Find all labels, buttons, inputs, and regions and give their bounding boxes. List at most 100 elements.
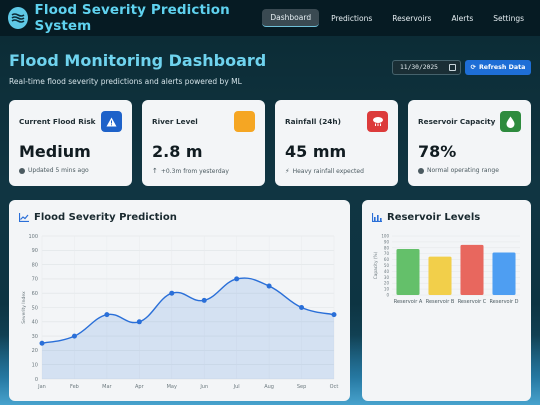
series-line [41,277,335,344]
y-tick-label: 10 [384,287,390,292]
reservoir-chart-panel: Reservoir Levels 0 10 20 30 40 50 60 70 80 90 100 C… [362,200,531,401]
x-tick-label: Reservoir D [490,299,519,305]
app-title: Flood Severity Prediction System [34,2,230,34]
stat-card-reservoir-capacity: Reservoir Capacity 78% Normal operating … [408,100,531,186]
x-tick-label: May [167,384,177,390]
x-tick-label: Aug [264,384,274,390]
chart-title: Flood Severity Prediction [34,212,177,223]
page-subtitle: Real-time flood severity predictions and… [9,77,242,86]
severity-chart-panel: Flood Severity Prediction 0 10 20 30 40 50 60 7… [9,200,350,401]
nav-tab-settings[interactable]: Settings [493,13,524,23]
date-value: 11/30/2025 [400,64,438,71]
bar [428,256,452,295]
stat-label: Reservoir Capacity [418,117,496,126]
y-tick-label: 90 [384,239,390,244]
stat-note-text: Heavy rainfall expected [292,167,364,175]
refresh-label: Refresh Data [478,64,526,71]
nav-tab-dashboard[interactable]: Dashboard [262,9,320,27]
main-nav: Dashboard Predictions Reservoirs Alerts … [262,9,532,27]
y-tick-label: 60 [384,257,390,262]
data-point [201,297,207,303]
stat-note-text: Updated 5 mins ago [28,167,89,174]
panel-title: Reservoir Levels [372,212,480,223]
data-point [169,290,175,296]
y-tick-label: 0 [386,293,389,298]
data-point [331,312,337,318]
bar [460,244,484,295]
stat-note-text: +0.3m from yesterday [160,167,229,175]
nav-tab-reservoirs[interactable]: Reservoirs [392,13,432,23]
arrow-up-icon: ↑ [152,167,158,175]
data-point [136,319,142,325]
data-point [71,333,77,339]
clock-icon [19,167,25,174]
panel-title: Flood Severity Prediction [19,212,177,223]
water-waves-logo-icon [8,7,28,29]
date-picker-input[interactable]: 11/30/2025 [392,60,461,75]
stat-note: Normal operating range [418,167,499,174]
stat-label: River Level [152,117,198,126]
refresh-data-button[interactable]: ⟳ Refresh Data [465,60,531,75]
x-tick-label: Jul [233,384,240,390]
y-tick-label: 50 [384,263,390,268]
check-circle-icon [418,167,424,174]
chart-title: Reservoir Levels [387,212,481,223]
stat-value: 2.8 m [152,142,203,161]
y-tick-label: 70 [32,277,38,283]
y-tick-label: 50 [32,305,38,311]
y-tick-label: 70 [384,251,390,256]
bar-chart-icon [372,213,382,222]
calendar-icon[interactable] [449,64,456,71]
stat-card-rainfall: Rainfall (24h) 45 mm ⚡ Heavy rainfall ex… [275,100,398,186]
x-tick-label: Reservoir C [458,299,487,305]
x-tick-label: Reservoir A [394,299,423,305]
x-tick-label: Apr [135,384,145,390]
stat-note: Updated 5 mins ago [19,167,89,174]
y-tick-label: 10 [32,363,38,369]
y-tick-label: 100 [28,234,38,240]
stat-card-flood-risk: Current Flood Risk Medium Updated 5 mins… [9,100,132,186]
y-tick-label: 60 [32,291,38,297]
top-navigation-bar: Flood Severity Prediction System Dashboa… [0,0,540,36]
rain-cloud-icon [367,111,388,132]
data-point [39,340,45,346]
x-tick-label: Reservoir B [426,299,455,305]
nav-tab-predictions[interactable]: Predictions [331,13,373,23]
droplet-icon [500,111,521,132]
data-point [234,276,240,282]
y-tick-label: 40 [32,320,38,326]
line-chart-icon [19,213,29,222]
x-tick-label: Jun [199,384,208,390]
bar [396,248,420,295]
x-tick-label: Feb [70,384,79,390]
bar [492,252,516,295]
y-tick-label: 20 [32,348,38,354]
y-tick-label: 80 [32,262,38,268]
y-axis-label: Severity Index [21,291,27,324]
x-tick-label: Sep [297,384,306,390]
severity-line-chart: 0 10 20 30 40 50 60 70 80 90 100 Jan Feb Mar Apr May Jun… [21,234,339,390]
series-area [42,277,334,379]
stat-note-text: Normal operating range [427,167,499,174]
y-tick-label: 40 [384,269,390,274]
stat-label: Current Flood Risk [19,117,96,126]
y-tick-label: 20 [384,281,390,286]
y-axis-label: Capacity (%) [373,251,379,279]
stat-note: ↑ +0.3m from yesterday [152,167,229,175]
lightning-icon: ⚡ [285,167,290,175]
y-tick-label: 100 [381,234,389,239]
data-point [299,305,305,310]
x-tick-label: Mar [102,384,112,390]
data-point [266,283,272,289]
x-tick-label: Oct [330,384,339,390]
refresh-icon: ⟳ [470,64,476,71]
nav-tab-alerts[interactable]: Alerts [451,13,474,23]
warning-icon [101,111,122,132]
y-tick-label: 30 [32,334,38,340]
data-point [104,312,110,318]
stat-label: Rainfall (24h) [285,117,341,126]
stat-note: ⚡ Heavy rainfall expected [285,167,364,175]
stat-value: 45 mm [285,142,347,161]
y-tick-label: 80 [384,245,390,250]
